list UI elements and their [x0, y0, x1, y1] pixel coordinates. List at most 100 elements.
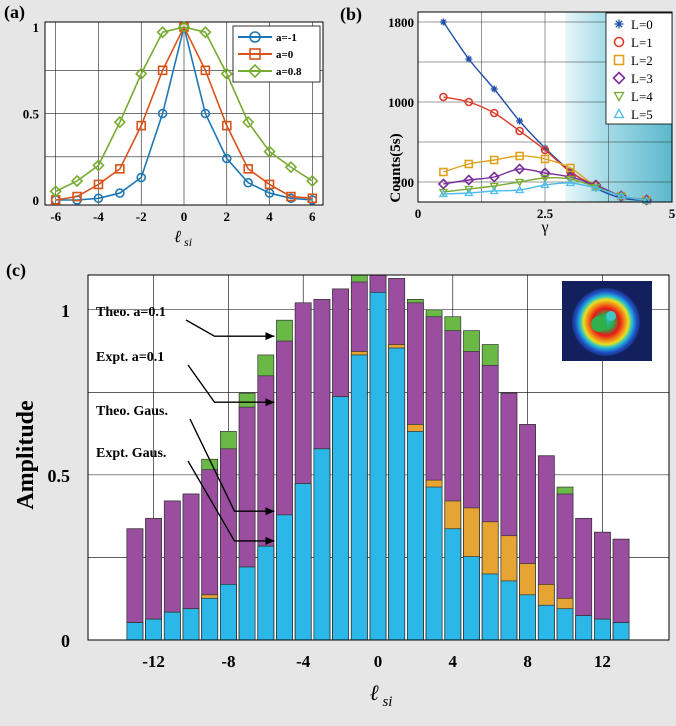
panel-a-xtick: -2	[136, 209, 147, 224]
panel-a-point	[199, 26, 212, 39]
panel-c-bar	[463, 556, 480, 641]
panel-c-xtick: 0	[374, 652, 383, 671]
panel-b-point	[437, 178, 450, 190]
panel-a-point	[220, 67, 233, 80]
panel-c-bar	[257, 545, 275, 641]
panel-b-point	[439, 92, 448, 102]
panel-c-annotation-arrow	[189, 418, 275, 512]
panel-c-arrowhead	[265, 536, 275, 545]
panel-a-point	[243, 177, 253, 188]
panel-b-point	[514, 185, 525, 194]
panel-a-axes: -6 -4 -2 0 2 4 6 0 0.5 1	[23, 20, 316, 224]
panel-c-bar	[407, 431, 424, 641]
panel-a-label: (a)	[4, 2, 25, 23]
panel-b-point	[515, 151, 524, 161]
panel-a-point	[115, 164, 125, 174]
panel-a-point	[264, 179, 275, 190]
panel-c-bar	[313, 448, 331, 641]
panel-a-legend: a=-1 a=0 a=0.8	[232, 25, 321, 83]
panel-a-point	[92, 159, 105, 172]
panel-b-point	[591, 183, 601, 192]
panel-c-bar	[238, 566, 256, 641]
panel-a-point	[115, 188, 125, 198]
panel-b-legend-label: L=2	[631, 53, 653, 68]
panel-c-ylabel: Amplitude	[13, 400, 39, 510]
panel-a-point	[72, 191, 82, 202]
panel-a-point	[221, 153, 232, 164]
panel-b-axes: 0 2.5 5 200 1000 1800	[388, 15, 676, 221]
panel-a-point	[263, 145, 276, 158]
panel-b-point	[540, 154, 550, 164]
panel-b-point	[516, 117, 524, 125]
panel-b-point	[540, 174, 550, 183]
panel-a-xtick: -6	[50, 209, 61, 224]
panel-b-point	[513, 163, 526, 175]
panel-a-point	[135, 67, 148, 80]
panel-b-point	[565, 175, 576, 184]
panel-b-xtick: 2.5	[537, 206, 554, 221]
panel-c-annotation-arrow	[187, 460, 275, 542]
panel-a-point	[113, 116, 126, 129]
panel-a-point	[93, 179, 104, 190]
panel-a-legend-label: a=-1	[276, 32, 297, 44]
panel-a-ytick: 0.5	[23, 107, 40, 122]
panel-a-point	[242, 116, 255, 129]
panel-b-ytick: 200	[395, 175, 415, 190]
panel-c-bar	[575, 615, 593, 641]
panel-a-series-line	[55, 26, 313, 193]
panel-c-bar	[332, 396, 349, 641]
panel-b-legend-label: L=0	[631, 17, 653, 32]
panel-b-label: (b)	[340, 4, 362, 25]
panel-c-axes: -12 -8 -4 0 4 8 12 0 0.5 1	[48, 274, 670, 671]
panel-b-point	[463, 174, 475, 186]
panel-b-legend-marker	[612, 71, 626, 85]
panel-c-annotation-label: Theo. Gaus.	[96, 404, 168, 419]
panel-c-bar	[163, 611, 181, 641]
panel-a-point	[200, 65, 211, 76]
panel-c-frame	[87, 274, 670, 641]
panel-c-arrowhead	[265, 507, 275, 516]
panel-c-bar	[500, 580, 518, 641]
beam-profile-inset	[562, 281, 652, 361]
panel-b-legend-label: L=5	[631, 107, 653, 122]
panel-c-annotation-arrow	[185, 319, 275, 337]
panel-b-legend-box	[605, 12, 673, 125]
panel-c-bar	[276, 514, 293, 641]
panel-b-legend-marker	[613, 36, 625, 48]
panel-a-point	[243, 164, 253, 174]
panel-c-bar	[350, 354, 368, 641]
panel-a-point	[156, 26, 169, 39]
panel-a-ytick: 0	[33, 193, 40, 208]
panel-b-legend-marker	[613, 91, 625, 102]
panel-c-bar	[220, 584, 237, 641]
panel-b-point	[616, 191, 626, 200]
panel-a-point	[200, 108, 211, 119]
panel-c-annotation-label: Expt. a=0.1	[96, 350, 164, 365]
panel-a-legend-marker	[249, 31, 261, 43]
panel-c-bar	[537, 604, 555, 641]
panel-a-legend-label: a=0.8	[276, 66, 302, 78]
panel-c-xtick: 8	[523, 652, 532, 671]
panel-c-bar	[182, 608, 200, 641]
panel-a-point	[284, 161, 298, 174]
panel-a-point	[307, 193, 318, 204]
panel-a-point	[306, 174, 319, 188]
panel-b-point	[488, 171, 500, 183]
panel-a-point	[49, 185, 62, 198]
panel-c-xtick: 12	[594, 652, 611, 671]
panel-b-series-curve	[443, 182, 647, 202]
panel-b-point	[438, 189, 449, 198]
panel-b-xtick: 0	[415, 206, 422, 221]
panel-b-point	[464, 188, 474, 197]
panel-c-xtick: -12	[142, 652, 165, 671]
panel-b-point	[439, 167, 448, 177]
panel-a-legend-label: a=0	[276, 49, 294, 61]
panel-c-xtick: -8	[221, 652, 235, 671]
panel-a-point	[136, 172, 147, 183]
panel-c-bar	[201, 597, 219, 641]
panel-b-point	[515, 126, 524, 136]
panel-c-bar	[444, 528, 462, 641]
panel-c-ytick: 0.5	[48, 466, 71, 486]
